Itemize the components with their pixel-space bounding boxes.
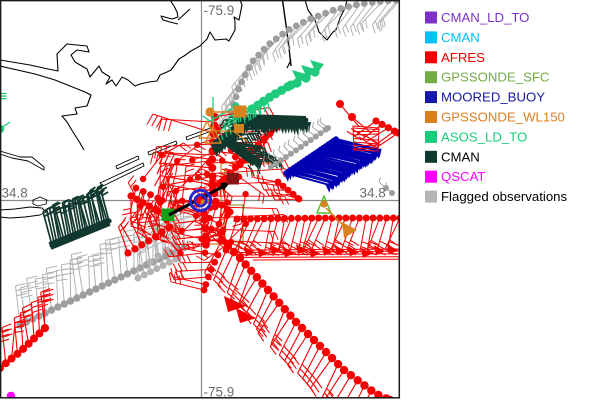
- svg-text:34.8: 34.8: [2, 186, 28, 201]
- svg-text:MOORED_BUOY: MOORED_BUOY: [441, 90, 545, 105]
- svg-text:CMAN: CMAN: [441, 30, 480, 45]
- svg-text:CMAN_LD_TO: CMAN_LD_TO: [441, 10, 529, 25]
- svg-text:GPSSONDE_SFC: GPSSONDE_SFC: [441, 70, 550, 85]
- svg-text:ASOS_LD_TO: ASOS_LD_TO: [441, 129, 527, 144]
- svg-text:GPSSONDE_WL150: GPSSONDE_WL150: [441, 110, 565, 125]
- svg-text:-75.9: -75.9: [204, 3, 235, 18]
- svg-text:CMAN: CMAN: [441, 149, 480, 164]
- svg-text:AFRES: AFRES: [441, 50, 485, 65]
- svg-text:34.8: 34.8: [360, 186, 386, 201]
- svg-text:QSCAT: QSCAT: [441, 169, 485, 184]
- svg-text:-75.9: -75.9: [204, 385, 235, 400]
- svg-text:Flagged observations: Flagged observations: [441, 189, 567, 204]
